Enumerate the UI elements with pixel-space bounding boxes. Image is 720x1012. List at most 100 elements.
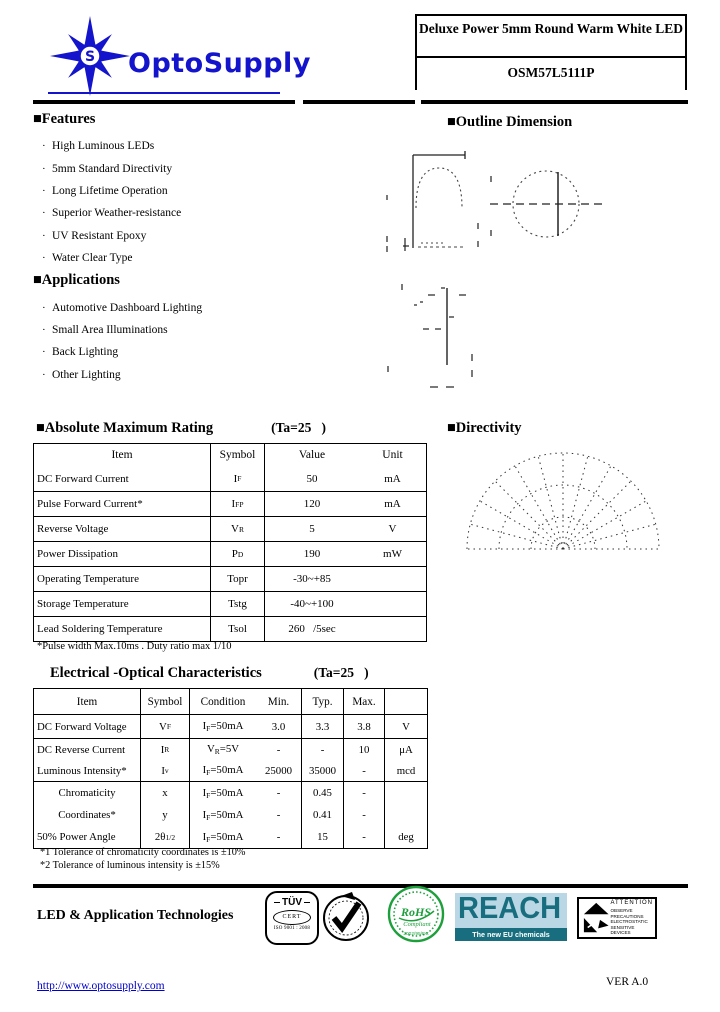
- eo-col-min: Min.: [267, 695, 290, 708]
- amr-header-row: Item Symbol Value Unit: [34, 444, 426, 466]
- title-box: Deluxe Power 5mm Round Warm White LED OS…: [415, 14, 687, 90]
- svg-text:S: S: [85, 49, 95, 65]
- eo-item: Luminous Intensity*: [37, 764, 127, 777]
- feature-text: Long Lifetime Operation: [52, 184, 168, 197]
- brand-name: OptoSupply: [128, 48, 311, 79]
- amr-symbol: I: [231, 498, 236, 510]
- amr-row: Operating Temperature Topr -30~+85: [34, 566, 426, 591]
- amr-item: Operating Temperature: [37, 573, 139, 585]
- esd-line: OBSERVE PRECAUTIONS: [610, 908, 644, 919]
- eo-item: Coordinates*: [58, 809, 116, 821]
- amr-heading-row: ■Absolute Maximum Rating (Ta=25 ): [36, 420, 326, 437]
- reach-subtitle: The new EU chemicals legislation: [455, 928, 567, 952]
- amr-symbol: Topr: [227, 573, 248, 585]
- amr-item: Pulse Forward Current*: [37, 498, 143, 510]
- eo-heading: Electrical -Optical Characteristics: [50, 665, 262, 681]
- list-item: · Superior Weather-resistance: [33, 202, 393, 224]
- list-item: · Automotive Dashboard Lighting: [33, 296, 393, 318]
- esd-title: ATTENTION: [610, 900, 653, 907]
- eo-row: Coordinates* y IF=50mA - 0.41 -: [34, 804, 427, 826]
- amr-item: Reverse Voltage: [37, 523, 109, 535]
- list-item: · 5mm Standard Directivity: [33, 157, 393, 179]
- amr-symbol-sub: R: [238, 524, 244, 534]
- amr-unit: mA: [384, 498, 401, 510]
- outline-heading: ■Outline Dimension: [447, 114, 573, 130]
- list-item: · Water Clear Type: [33, 247, 393, 269]
- amr-item: Storage Temperature: [37, 598, 129, 610]
- website-link[interactable]: http://www.optosupply.com: [37, 980, 165, 992]
- outline-dimension-drawing: [386, 151, 603, 388]
- applications-heading: ■Applications: [33, 272, 120, 289]
- footer-rule: [33, 884, 688, 888]
- bullet-icon: ·: [42, 252, 46, 265]
- amr-symbol-sub: F: [237, 474, 242, 483]
- eo-col-symbol: Symbol: [141, 689, 190, 714]
- eo-footnotes: *1 Tolerance of chromaticity coordinates…: [40, 847, 245, 872]
- eo-table: Item Symbol Condition Min. Typ. Max. DC F…: [33, 688, 428, 849]
- amr-item: DC Forward Current: [37, 472, 129, 485]
- eo-col-max: Max.: [344, 689, 385, 714]
- optosupply-starburst-icon: S: [50, 16, 130, 96]
- amr-col-item: Item: [34, 444, 211, 466]
- website-link-wrap: http://www.optosupply.com: [37, 976, 165, 994]
- bullet-icon: ·: [42, 207, 46, 220]
- bullet-icon: ·: [42, 184, 46, 197]
- eo-col-condition: Condition: [200, 695, 246, 708]
- rohs-compliant-text: Compliant: [403, 921, 431, 928]
- directivity-heading: ■Directivity: [447, 420, 522, 436]
- bullet-icon: ·: [42, 162, 46, 175]
- eo-footnote-2: *2 Tolerance of luminous intensity is ±1…: [40, 859, 220, 871]
- eo-footnote-1: *1 Tolerance of chromaticity coordinates…: [40, 847, 246, 858]
- amr-symbol: Tsol: [228, 623, 247, 635]
- amr-value: 260 /5sec: [288, 623, 336, 635]
- version-label: VER A.0: [606, 976, 649, 988]
- amr-heading: ■Absolute Maximum Rating: [36, 420, 214, 436]
- amr-row: Storage Temperature Tstg -40~+100: [34, 591, 426, 616]
- tuv-iso-label: ISO 9001 : 2008: [273, 926, 311, 931]
- tuv-dash-right: [304, 901, 310, 904]
- amr-symbol: I: [233, 472, 238, 485]
- esd-symbol-icon: [583, 902, 609, 933]
- application-text: Back Lighting: [52, 346, 119, 359]
- amr-value: -40~+100: [290, 598, 334, 610]
- features-applications: ■Features · High Luminous LEDs · 5mm Stand…: [33, 111, 393, 386]
- amr-unit: mW: [383, 548, 402, 560]
- feature-text: 5mm Standard Directivity: [52, 162, 173, 175]
- reach-wordmark: REACH: [458, 891, 562, 926]
- amr-col-unit: Unit: [382, 449, 403, 461]
- list-item: · High Luminous LEDs: [33, 135, 393, 157]
- tuv-dash-left: [274, 901, 280, 904]
- amr-symbol-sub: FP: [235, 499, 244, 509]
- amr-unit: mA: [384, 472, 401, 485]
- application-text: Small Area Illuminations: [52, 323, 168, 336]
- part-number: OSM57L5111P: [507, 65, 595, 80]
- feature-text: UV Resistant Epoxy: [52, 229, 147, 242]
- eo-header-row: Item Symbol Condition Min. Typ. Max.: [34, 689, 427, 715]
- eo-heading-row: Electrical -Optical Characteristics (Ta=…: [50, 665, 369, 682]
- directivity-polar-chart: [466, 452, 660, 550]
- amr-table: Item Symbol Value Unit DC Forward Current…: [33, 443, 427, 642]
- feature-text: High Luminous LEDs: [52, 140, 155, 153]
- header-rule-left: [33, 100, 295, 104]
- quality-check-logo: [323, 892, 369, 941]
- bullet-icon: ·: [42, 301, 46, 314]
- amr-unit: V: [388, 523, 397, 535]
- amr-col-value: Value: [298, 449, 326, 461]
- footer-tagline: LED & Application Technologies: [37, 908, 234, 923]
- bullet-icon: ·: [42, 140, 46, 153]
- amr-value: 190: [303, 548, 321, 560]
- rohs-text: RoHS: [400, 905, 431, 919]
- bullet-icon: ·: [42, 368, 46, 381]
- tuv-cert-logo: TÜV CERT ISO 9001 : 2008: [265, 891, 319, 945]
- amr-item: Lead Soldering Temperature: [37, 623, 163, 635]
- amr-row: Pulse Forward Current* I FP 120 mA: [34, 491, 426, 516]
- list-item: · Small Area Illuminations: [33, 319, 393, 341]
- amr-symbol: V: [231, 523, 239, 535]
- eo-col-unit: [385, 689, 427, 714]
- application-text: Automotive Dashboard Lighting: [52, 301, 203, 314]
- amr-col-symbol: Symbol: [211, 444, 265, 466]
